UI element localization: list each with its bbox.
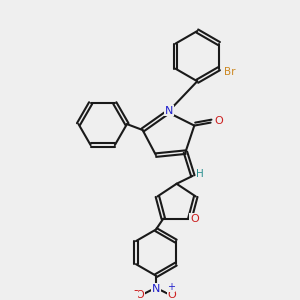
- Text: Br: Br: [224, 67, 235, 76]
- Text: O: O: [135, 290, 144, 300]
- Text: O: O: [190, 214, 199, 224]
- Text: O: O: [214, 116, 223, 126]
- Text: H: H: [196, 169, 204, 179]
- Text: +: +: [167, 282, 175, 292]
- Text: O: O: [168, 290, 176, 300]
- Text: N: N: [165, 106, 173, 116]
- Text: -: -: [133, 284, 137, 298]
- Text: N: N: [152, 284, 160, 294]
